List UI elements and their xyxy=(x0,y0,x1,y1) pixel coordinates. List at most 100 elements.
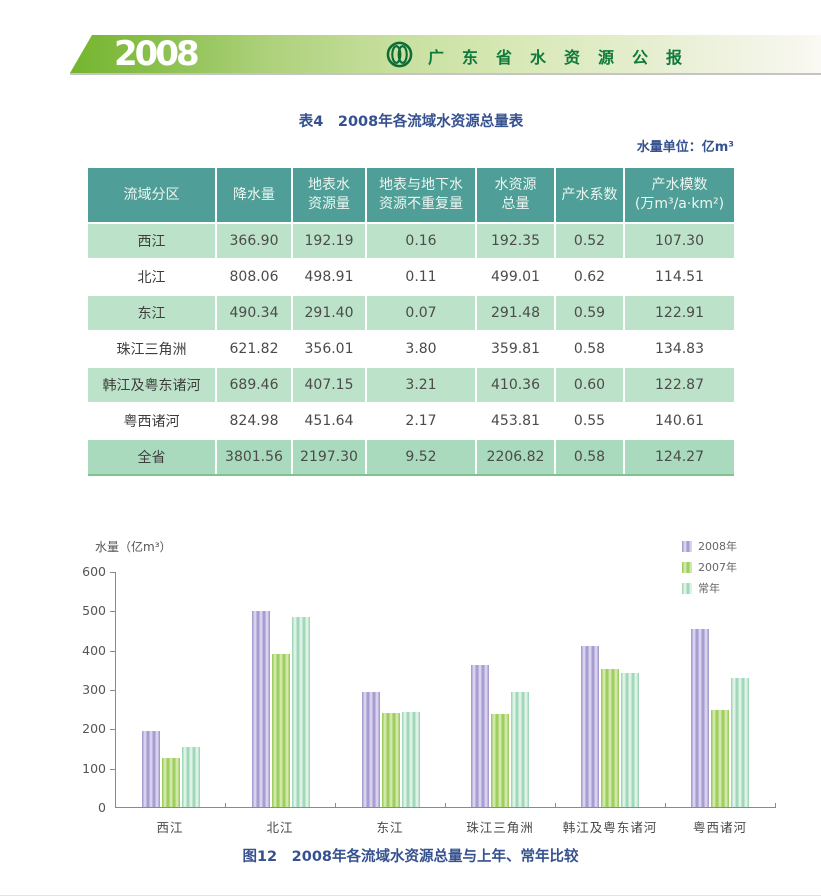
legend-swatch-icon xyxy=(682,561,692,573)
y-axis-tick-mark xyxy=(110,729,115,731)
x-axis-tick-mark xyxy=(665,803,666,808)
bar-2008年-北江 xyxy=(251,611,270,807)
basin-name-cell: 珠江三角洲 xyxy=(88,330,217,366)
basin-name-cell: 西江 xyxy=(88,222,217,258)
table-cell: 107.30 xyxy=(625,222,734,258)
column-header: 地表水 资源量 xyxy=(293,168,367,222)
table-cell: 122.87 xyxy=(625,366,734,402)
x-axis-tick-mark xyxy=(775,803,776,808)
column-header: 流域分区 xyxy=(88,168,217,222)
bar-2008年-西江 xyxy=(141,731,160,807)
table-row: 珠江三角洲 621.82 356.01 3.80 359.81 0.58 134.83 xyxy=(88,330,734,366)
table-row: 韩江及粤东诸河 689.46 407.15 3.21 410.36 0.60 122.87 xyxy=(88,366,734,402)
basin-name-cell: 粤西诸河 xyxy=(88,402,217,438)
bar-常年-西江 xyxy=(181,747,200,807)
table-cell: 359.81 xyxy=(477,330,556,366)
x-axis-label: 珠江三角洲 xyxy=(466,820,534,835)
basin-name-cell: 韩江及粤东诸河 xyxy=(88,366,217,402)
table-row: 西江 366.90 192.19 0.16 192.35 0.52 107.30 xyxy=(88,222,734,258)
table-cell: 407.15 xyxy=(293,366,367,402)
y-axis-tick-mark xyxy=(110,690,115,691)
banner-background xyxy=(70,35,821,73)
y-axis-tick-label: 0 xyxy=(98,800,106,815)
column-header: 降水量 xyxy=(217,168,293,222)
table-cell: 451.64 xyxy=(293,402,367,438)
y-axis-tick-mark xyxy=(110,768,115,770)
bar-group-珠江三角洲 xyxy=(445,572,555,807)
figure-caption: 图12 2008年各流域水资源总量与上年、常年比较 xyxy=(242,849,579,865)
plot-area xyxy=(115,572,775,808)
bar-group-北江 xyxy=(226,572,336,807)
x-axis-tick-mark xyxy=(445,803,446,808)
column-header: 地表与地下水 资源不重复量 xyxy=(367,168,477,222)
x-axis-label: 东江 xyxy=(376,820,404,835)
x-axis-label: 北江 xyxy=(266,820,294,835)
y-axis-tick-label: 300 xyxy=(82,682,106,697)
bar-group-粤西诸河 xyxy=(665,572,775,807)
table-cell: 0.58 xyxy=(556,438,625,474)
bar-2007年-韩江及粤东诸河 xyxy=(601,669,620,807)
table-cell: 3.21 xyxy=(367,366,477,402)
table-cell: 291.48 xyxy=(477,294,556,330)
water-resources-logo-icon xyxy=(386,41,413,68)
bar-2007年-东江 xyxy=(381,713,400,807)
bar-常年-粤西诸河 xyxy=(731,678,750,807)
banner-year: 2008 xyxy=(114,34,200,74)
table-cell: 410.36 xyxy=(477,366,556,402)
bar-2008年-粤西诸河 xyxy=(691,629,710,807)
chart-legend: 2008年 2007年 常年 xyxy=(682,538,737,596)
table-cell: 192.19 xyxy=(293,222,367,258)
header-banner: 2008 广东省水资源公报 xyxy=(70,35,821,73)
table-cell: 2206.82 xyxy=(477,438,556,474)
bar-2007年-珠江三角洲 xyxy=(491,714,510,807)
table-row: 北江 808.06 498.91 0.11 499.01 0.62 114.51 xyxy=(88,258,734,294)
unit-note: 水量单位：亿m³ xyxy=(636,140,734,155)
y-axis-tick-label: 600 xyxy=(82,564,106,579)
basin-name-cell: 全省 xyxy=(88,438,217,474)
table-cell: 0.11 xyxy=(367,258,477,294)
column-header: 产水系数 xyxy=(556,168,625,222)
y-axis-tick-label: 200 xyxy=(82,721,106,737)
table-row: 全省 3801.56 2197.30 9.52 2206.82 0.58 124.27 xyxy=(88,438,734,474)
table-cell: 291.40 xyxy=(293,294,367,330)
table-cell: 824.98 xyxy=(217,402,293,438)
bar-2007年-北江 xyxy=(271,654,290,807)
legend-item: 2008年 xyxy=(682,538,737,554)
table-cell: 0.62 xyxy=(556,258,625,294)
bar-2008年-珠江三角洲 xyxy=(471,665,490,807)
table-cell: 498.91 xyxy=(293,258,367,294)
y-axis-tick-label: 500 xyxy=(82,603,106,619)
bar-group-东江 xyxy=(336,572,446,807)
table-cell: 689.46 xyxy=(217,366,293,402)
table-cell: 0.52 xyxy=(556,222,625,258)
water-resources-table: 流域分区 降水量 地表水 资源量 地表与地下水 资源不重复量 水资源 总量 产水系数 产水模… xyxy=(88,168,734,476)
basin-name-cell: 北江 xyxy=(88,258,217,294)
x-axis-tick-mark xyxy=(335,803,336,808)
x-axis-label: 西江 xyxy=(156,820,184,835)
bar-常年-珠江三角洲 xyxy=(511,692,530,807)
bar-group-西江 xyxy=(116,572,226,807)
table-cell: 134.83 xyxy=(625,330,734,366)
table-cell: 0.58 xyxy=(556,330,625,366)
table-cell: 140.61 xyxy=(625,402,734,438)
table-cell: 192.35 xyxy=(477,222,556,258)
column-header: 水资源 总量 xyxy=(477,168,556,222)
legend-swatch-icon xyxy=(682,540,692,552)
table-row: 粤西诸河 824.98 451.64 2.17 453.81 0.55 140.61 xyxy=(88,402,734,438)
y-axis-tick-mark xyxy=(110,650,115,652)
table-cell: 114.51 xyxy=(625,258,734,294)
table-title: 表4 2008年各流域水资源总量表 xyxy=(298,114,524,130)
legend-label: 常年 xyxy=(698,582,720,595)
table-cell: 9.52 xyxy=(367,438,477,474)
banner-underline xyxy=(70,73,821,75)
table-cell: 122.91 xyxy=(625,294,734,330)
banner-title: 广东省水资源公报 xyxy=(428,48,701,67)
table-cell: 490.34 xyxy=(217,294,293,330)
x-axis-label: 粤西诸河 xyxy=(692,820,747,835)
column-header: 产水模数 (万m³/a·km²) xyxy=(625,168,734,222)
bar-2008年-东江 xyxy=(361,692,380,807)
table-cell: 356.01 xyxy=(293,330,367,366)
legend-item: 常年 xyxy=(682,580,737,596)
legend-swatch-icon xyxy=(682,582,692,594)
table-cell: 0.55 xyxy=(556,402,625,438)
